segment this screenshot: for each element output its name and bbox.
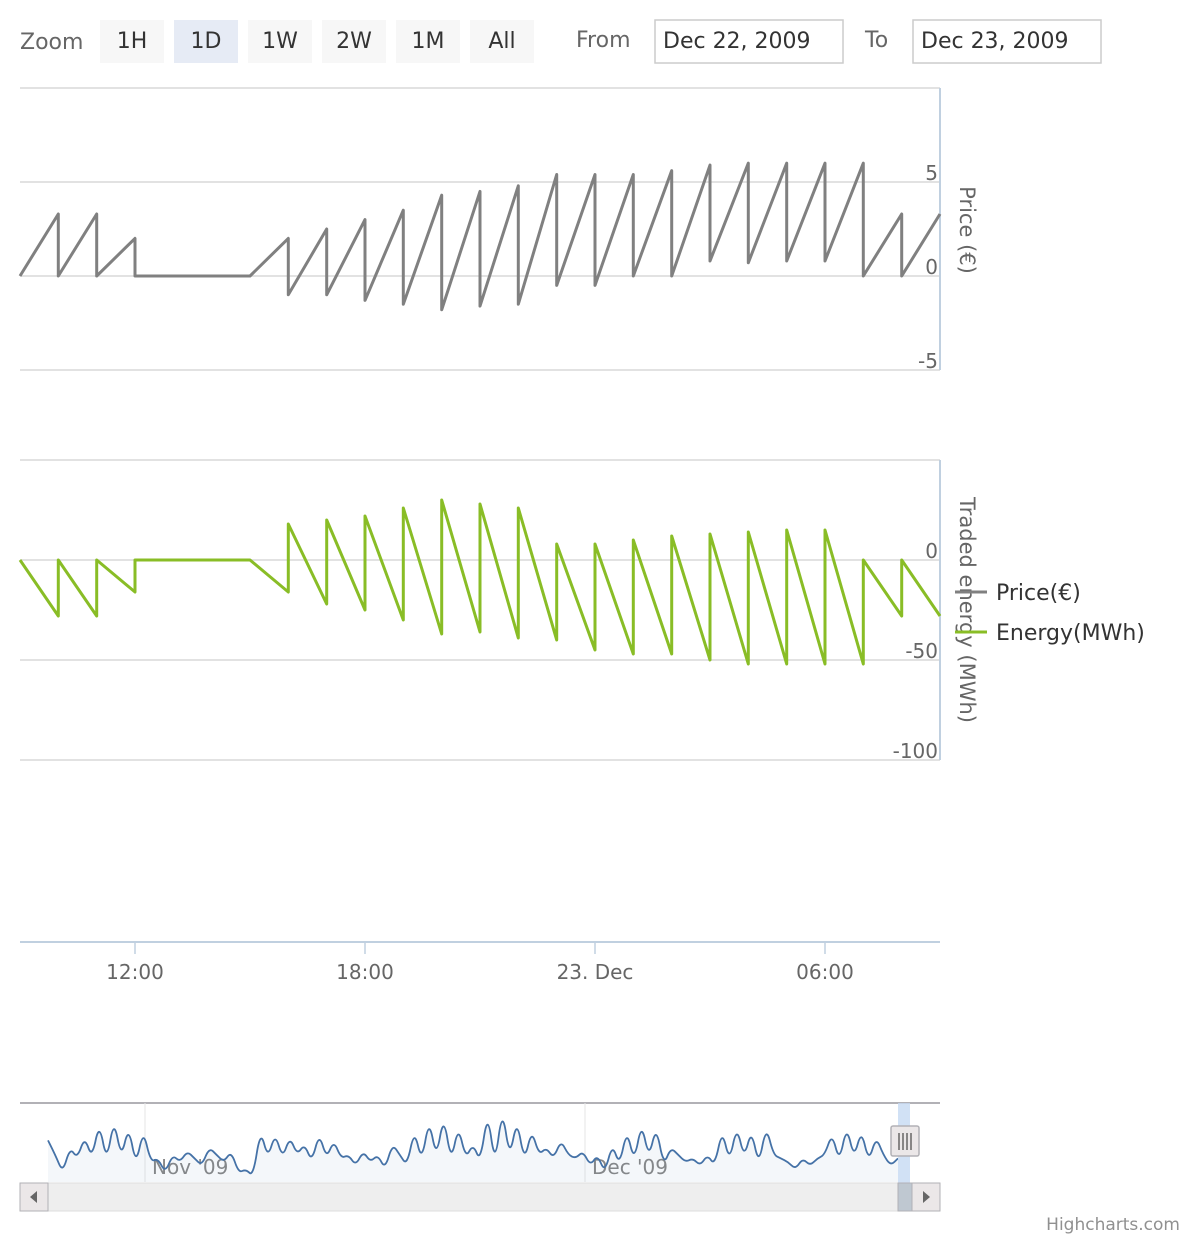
- legend-label: Energy(MWh): [996, 621, 1145, 646]
- legend: Price(€) Energy(MWh): [955, 581, 1145, 646]
- energy-y-tick-labels: 0 -50 -100: [893, 539, 938, 763]
- from-date-input[interactable]: [654, 19, 844, 64]
- price-series-line: [18, 161, 942, 312]
- price-panel: 5 0 -5 Price (€): [18, 87, 979, 373]
- navigator: Nov '09 Dec '09: [20, 1102, 940, 1183]
- navigator-background: [20, 1102, 940, 1182]
- zoom-button-all[interactable]: [470, 20, 534, 63]
- scrollbar-track[interactable]: [19, 1182, 941, 1212]
- zoom-label: Zoom: [20, 30, 83, 55]
- x-tick-label: 23. Dec: [557, 960, 634, 984]
- navigator-series-area: [48, 1121, 898, 1182]
- zoom-button-label: 1H: [117, 29, 148, 54]
- to-label: To: [864, 28, 888, 53]
- legend-item[interactable]: Energy(MWh): [955, 621, 1145, 646]
- energy-series-line: [18, 498, 942, 666]
- y-tick-label: 0: [925, 539, 938, 563]
- price-axis-title: Price (€): [955, 186, 979, 274]
- x-tick-label: 06:00: [796, 960, 854, 984]
- zoom-buttons: 1H 1D 1W 2W 1M All: [100, 20, 534, 63]
- y-tick-label: 0: [925, 255, 938, 279]
- navigator-series-line: [47, 1120, 899, 1175]
- credits-link[interactable]: Highcharts.com: [1046, 1215, 1180, 1235]
- zoom-button-label: 2W: [336, 29, 372, 54]
- zoom-button-1w[interactable]: [248, 20, 312, 63]
- zoom-button-label: 1M: [412, 29, 445, 54]
- zoom-button-1h[interactable]: [100, 20, 164, 63]
- arrow-left-icon: [30, 1191, 37, 1203]
- y-tick-label: -100: [893, 739, 938, 763]
- navigator-label-nov: Nov '09: [152, 1155, 228, 1179]
- from-label: From: [576, 28, 631, 53]
- to-date-value: Dec 23, 2009: [921, 29, 1069, 54]
- y-tick-label: 5: [925, 161, 938, 185]
- energy-panel: 0 -50 -100 Traded energy (MWh): [18, 459, 979, 763]
- arrow-right-icon: [923, 1191, 930, 1203]
- x-axis: 12:00 18:00 23. Dec 06:00: [20, 941, 940, 984]
- legend-label: Price(€): [996, 581, 1081, 606]
- zoom-button-label: All: [488, 29, 515, 54]
- legend-item[interactable]: Price(€): [955, 581, 1081, 606]
- to-date-input[interactable]: [912, 19, 1102, 64]
- zoom-button-2w[interactable]: [322, 20, 386, 63]
- zoom-button-label: 1D: [191, 29, 222, 54]
- energy-axis-title: Traded energy (MWh): [955, 496, 979, 723]
- zoom-button-1d[interactable]: [174, 20, 238, 63]
- x-tick-labels: 12:00 18:00 23. Dec 06:00: [106, 942, 854, 984]
- zoom-button-1m[interactable]: [396, 20, 460, 63]
- x-tick-label: 12:00: [106, 960, 164, 984]
- x-tick-label: 18:00: [336, 960, 394, 984]
- from-date-value: Dec 22, 2009: [663, 29, 811, 54]
- scrollbar[interactable]: [19, 1182, 941, 1212]
- y-tick-label: -50: [905, 639, 938, 663]
- price-y-tick-labels: 5 0 -5: [918, 161, 938, 373]
- navigator-handle[interactable]: [890, 1125, 920, 1157]
- y-tick-label: -5: [918, 349, 938, 373]
- range-selector: Zoom 1H 1D 1W 2W 1M All From Dec 22, 2009 To …: [20, 19, 1102, 64]
- scrollbar-thumb[interactable]: [897, 1182, 913, 1212]
- zoom-button-label: 1W: [262, 29, 298, 54]
